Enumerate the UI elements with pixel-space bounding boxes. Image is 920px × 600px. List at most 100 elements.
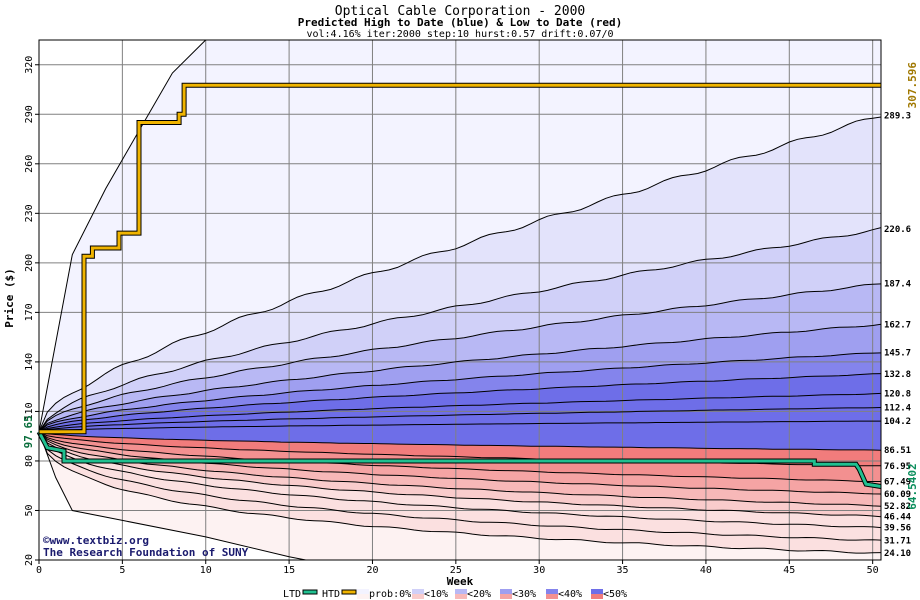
quantile-line-0 xyxy=(38,420,881,433)
end-value-label-10: 76.95 xyxy=(884,462,911,472)
x-tick-label-30: 30 xyxy=(533,565,545,576)
y-tick-label-20: 20 xyxy=(24,554,35,566)
quantile-line-17 xyxy=(38,431,882,554)
end-value-label-13: 52.82 xyxy=(884,502,911,512)
end-value-label-6: 187.4 xyxy=(884,280,912,290)
band-low-0 xyxy=(39,431,881,466)
y-tick-label-170: 170 xyxy=(24,303,35,321)
legend-swatch-red-6 xyxy=(546,594,558,599)
ltd-end-label: 64.5402 xyxy=(906,463,919,509)
band-high-outer xyxy=(39,40,881,432)
legend-swatch-blue-3 xyxy=(412,589,424,594)
band-high-6 xyxy=(39,393,881,432)
x-tick-label-35: 35 xyxy=(617,565,629,576)
band-low-7 xyxy=(39,431,881,554)
quantile-line-8 xyxy=(38,116,882,432)
y-tick-label-140: 140 xyxy=(24,353,35,371)
end-value-label-0: 104.2 xyxy=(884,417,911,427)
band-low-outer xyxy=(39,431,881,560)
legend-swatch-blue-7 xyxy=(591,589,603,594)
band-low-3 xyxy=(39,431,881,507)
legend-label-7: <50% xyxy=(603,589,627,600)
legend-swatch-ltd xyxy=(302,589,318,595)
band-low-4 xyxy=(39,431,881,517)
x-tick-label-0: 0 xyxy=(36,565,42,576)
x-tick-label-15: 15 xyxy=(283,565,295,576)
legend-label-3: <10% xyxy=(424,589,448,600)
price-series xyxy=(36,82,882,489)
end-value-label-14: 46.44 xyxy=(884,512,912,522)
end-value-label-4: 145.7 xyxy=(884,348,911,358)
probability-bands xyxy=(39,40,881,560)
quantile-line-5 xyxy=(38,323,882,433)
quantile-line-14 xyxy=(38,431,882,518)
y-tick-label-200: 200 xyxy=(24,254,35,272)
y-tick-label-80: 80 xyxy=(24,455,35,467)
legend-swatch-red-5 xyxy=(500,594,512,599)
band-high-5 xyxy=(39,373,881,432)
x-tick-label-25: 25 xyxy=(450,565,462,576)
quantile-line-15 xyxy=(38,431,882,529)
end-value-label-5: 162.7 xyxy=(884,320,911,330)
y-axis-label: Price ($) xyxy=(3,268,16,328)
end-value-label-1: 112.4 xyxy=(884,403,912,413)
band-high-3 xyxy=(39,324,881,432)
band-low-1 xyxy=(39,431,881,482)
x-tick-label-40: 40 xyxy=(700,565,712,576)
low-envelope-line xyxy=(38,431,306,561)
x-tick-label-20: 20 xyxy=(366,565,378,576)
chart-title: Optical Cable Corporation - 2000 xyxy=(335,4,585,19)
legend-swatch-red-7 xyxy=(591,594,603,599)
legend-label-6: <40% xyxy=(558,589,582,600)
legend-swatch-htd xyxy=(341,589,357,595)
legend-label-2: prob:0% xyxy=(369,589,411,600)
chart-subtitle: Predicted High to Date (blue) & Low to D… xyxy=(298,16,623,29)
band-high-0 xyxy=(39,117,881,432)
band-high-1 xyxy=(39,227,881,432)
plot-frame xyxy=(38,39,882,561)
end-value-label-17: 24.10 xyxy=(884,549,911,559)
quantile-line-16 xyxy=(38,431,882,541)
quantile-line-3 xyxy=(38,373,882,433)
x-tick-label-10: 10 xyxy=(200,565,212,576)
footer-copyright: ©www.textbiz.org xyxy=(43,534,149,547)
end-value-label-11: 67.49 xyxy=(884,478,911,488)
end-value-label-9: 86.51 xyxy=(884,446,911,456)
high-envelope-line xyxy=(38,39,207,432)
start-price-label: 97.65 xyxy=(22,415,35,448)
y-tick-label-290: 290 xyxy=(24,105,35,123)
quantile-line-13 xyxy=(38,431,882,507)
legend-label-htd: HTD xyxy=(322,589,340,600)
y-tick-label-260: 260 xyxy=(24,155,35,173)
legend-label-5: <30% xyxy=(512,589,536,600)
htd-end-label: 307.596 xyxy=(906,62,919,109)
end-value-label-2: 120.8 xyxy=(884,390,911,400)
end-labels: 104.2 112.4 120.8 132.8 145.7 162.7 187.4 220.6… xyxy=(22,62,919,560)
legend-swatch-red-3 xyxy=(412,594,424,599)
band-high-2 xyxy=(39,283,881,432)
quantile-line-9 xyxy=(38,431,882,451)
x-tick-label-5: 5 xyxy=(119,565,125,576)
legend-swatch-blue-4 xyxy=(455,589,467,594)
y-tick-label-50: 50 xyxy=(24,504,35,516)
legend: LTD HTD prob:0% <10% <20% <30% <40% <50% xyxy=(283,589,627,600)
htd-line xyxy=(39,83,881,434)
end-value-label-7: 220.6 xyxy=(884,225,911,235)
chart-params: vol:4.16% iter:2000 step:10 hurst:0.57 d… xyxy=(306,29,613,40)
quantile-line-1 xyxy=(38,407,882,433)
footer-organization: The Research Foundation of SUNY xyxy=(43,546,249,559)
end-value-label-12: 60.09 xyxy=(884,490,911,500)
band-center xyxy=(39,421,881,451)
band-high-7 xyxy=(39,407,881,432)
quantile-line-11 xyxy=(38,431,881,482)
y-tick-label-230: 230 xyxy=(24,204,35,222)
x-tick-label-50: 50 xyxy=(867,565,879,576)
legend-swatch-blue-2 xyxy=(357,589,369,594)
end-value-label-15: 39.56 xyxy=(884,524,911,534)
quantile-line-4 xyxy=(38,352,882,433)
end-value-label-3: 132.8 xyxy=(884,370,911,380)
x-tick-label-45: 45 xyxy=(783,565,795,576)
quantile-line-2 xyxy=(38,392,882,433)
legend-label-4: <20% xyxy=(467,589,491,600)
